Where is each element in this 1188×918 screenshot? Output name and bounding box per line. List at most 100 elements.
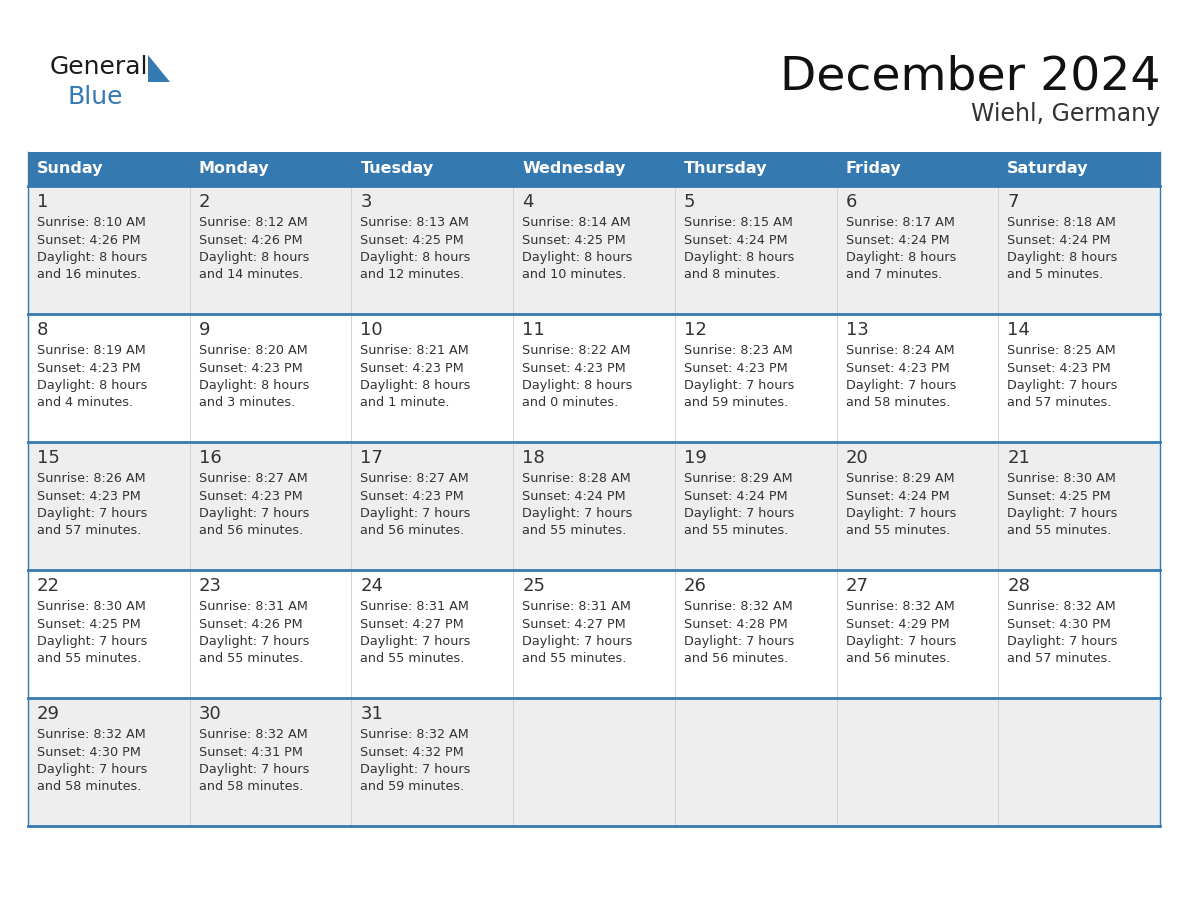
Bar: [352, 152, 513, 186]
Text: 10: 10: [360, 321, 383, 339]
Text: and 16 minutes.: and 16 minutes.: [37, 268, 141, 282]
Text: Daylight: 7 hours: Daylight: 7 hours: [1007, 635, 1118, 648]
Text: 23: 23: [198, 577, 222, 595]
Text: Sunset: 4:27 PM: Sunset: 4:27 PM: [523, 618, 626, 631]
Bar: [190, 152, 352, 186]
Text: Sunset: 4:23 PM: Sunset: 4:23 PM: [846, 362, 949, 375]
Text: Daylight: 7 hours: Daylight: 7 hours: [37, 763, 147, 776]
Text: and 55 minutes.: and 55 minutes.: [684, 524, 788, 538]
Text: 6: 6: [846, 193, 857, 211]
Text: 18: 18: [523, 449, 545, 467]
Text: Daylight: 7 hours: Daylight: 7 hours: [37, 635, 147, 648]
Text: Sunrise: 8:20 AM: Sunrise: 8:20 AM: [198, 344, 308, 357]
Text: Sunrise: 8:18 AM: Sunrise: 8:18 AM: [1007, 216, 1117, 229]
Text: Sunset: 4:32 PM: Sunset: 4:32 PM: [360, 745, 465, 758]
Text: Sunrise: 8:24 AM: Sunrise: 8:24 AM: [846, 344, 954, 357]
Text: Daylight: 7 hours: Daylight: 7 hours: [523, 635, 632, 648]
Text: and 1 minute.: and 1 minute.: [360, 397, 450, 409]
Text: Daylight: 8 hours: Daylight: 8 hours: [684, 251, 795, 264]
Text: Sunrise: 8:31 AM: Sunrise: 8:31 AM: [360, 600, 469, 613]
Text: 8: 8: [37, 321, 49, 339]
Text: Daylight: 8 hours: Daylight: 8 hours: [846, 251, 956, 264]
Text: Sunset: 4:25 PM: Sunset: 4:25 PM: [1007, 489, 1111, 502]
Text: Sunset: 4:27 PM: Sunset: 4:27 PM: [360, 618, 465, 631]
Text: Tuesday: Tuesday: [360, 162, 434, 176]
Text: December 2024: December 2024: [779, 55, 1159, 100]
Text: Sunrise: 8:32 AM: Sunrise: 8:32 AM: [846, 600, 954, 613]
Text: Friday: Friday: [846, 162, 902, 176]
Text: Sunrise: 8:32 AM: Sunrise: 8:32 AM: [1007, 600, 1116, 613]
Text: Daylight: 8 hours: Daylight: 8 hours: [360, 251, 470, 264]
Text: and 12 minutes.: and 12 minutes.: [360, 268, 465, 282]
Text: 22: 22: [37, 577, 61, 595]
Text: Sunset: 4:30 PM: Sunset: 4:30 PM: [37, 745, 141, 758]
Text: Sunset: 4:23 PM: Sunset: 4:23 PM: [1007, 362, 1111, 375]
Text: 1: 1: [37, 193, 49, 211]
Text: 17: 17: [360, 449, 384, 467]
Text: Sunrise: 8:30 AM: Sunrise: 8:30 AM: [1007, 472, 1117, 485]
Text: Sunset: 4:25 PM: Sunset: 4:25 PM: [360, 233, 465, 247]
Text: and 14 minutes.: and 14 minutes.: [198, 268, 303, 282]
Text: and 0 minutes.: and 0 minutes.: [523, 397, 619, 409]
Text: Blue: Blue: [68, 85, 124, 109]
Text: Sunrise: 8:15 AM: Sunrise: 8:15 AM: [684, 216, 792, 229]
Text: and 56 minutes.: and 56 minutes.: [198, 524, 303, 538]
Text: Sunset: 4:24 PM: Sunset: 4:24 PM: [846, 233, 949, 247]
Text: Daylight: 7 hours: Daylight: 7 hours: [37, 507, 147, 520]
Text: Sunrise: 8:17 AM: Sunrise: 8:17 AM: [846, 216, 954, 229]
Text: General: General: [50, 55, 148, 79]
Text: and 55 minutes.: and 55 minutes.: [846, 524, 950, 538]
Text: and 4 minutes.: and 4 minutes.: [37, 397, 133, 409]
Text: Sunset: 4:23 PM: Sunset: 4:23 PM: [360, 362, 465, 375]
Text: Sunrise: 8:32 AM: Sunrise: 8:32 AM: [360, 728, 469, 741]
Text: Daylight: 8 hours: Daylight: 8 hours: [37, 251, 147, 264]
Text: and 56 minutes.: and 56 minutes.: [360, 524, 465, 538]
Text: 26: 26: [684, 577, 707, 595]
Text: and 3 minutes.: and 3 minutes.: [198, 397, 295, 409]
Text: Sunset: 4:26 PM: Sunset: 4:26 PM: [198, 233, 302, 247]
Bar: [29, 442, 1159, 570]
Text: Sunset: 4:23 PM: Sunset: 4:23 PM: [523, 362, 626, 375]
Text: Sunrise: 8:32 AM: Sunrise: 8:32 AM: [684, 600, 792, 613]
Text: Sunset: 4:25 PM: Sunset: 4:25 PM: [523, 233, 626, 247]
Text: Sunset: 4:23 PM: Sunset: 4:23 PM: [37, 489, 140, 502]
Text: Sunrise: 8:10 AM: Sunrise: 8:10 AM: [37, 216, 146, 229]
Text: 2: 2: [198, 193, 210, 211]
Text: Sunrise: 8:27 AM: Sunrise: 8:27 AM: [198, 472, 308, 485]
Text: Sunset: 4:29 PM: Sunset: 4:29 PM: [846, 618, 949, 631]
Text: Sunset: 4:25 PM: Sunset: 4:25 PM: [37, 618, 140, 631]
Text: 24: 24: [360, 577, 384, 595]
Text: 25: 25: [523, 577, 545, 595]
Text: and 58 minutes.: and 58 minutes.: [37, 780, 141, 793]
Text: Daylight: 8 hours: Daylight: 8 hours: [1007, 251, 1118, 264]
Text: and 59 minutes.: and 59 minutes.: [360, 780, 465, 793]
Text: 29: 29: [37, 705, 61, 723]
Text: and 59 minutes.: and 59 minutes.: [684, 397, 788, 409]
Text: 7: 7: [1007, 193, 1019, 211]
Text: 20: 20: [846, 449, 868, 467]
Text: Daylight: 7 hours: Daylight: 7 hours: [198, 763, 309, 776]
Bar: [29, 314, 1159, 442]
Text: Sunrise: 8:30 AM: Sunrise: 8:30 AM: [37, 600, 146, 613]
Text: Daylight: 7 hours: Daylight: 7 hours: [1007, 507, 1118, 520]
Text: and 58 minutes.: and 58 minutes.: [198, 780, 303, 793]
Text: and 55 minutes.: and 55 minutes.: [523, 524, 626, 538]
Text: 9: 9: [198, 321, 210, 339]
Text: Daylight: 7 hours: Daylight: 7 hours: [198, 635, 309, 648]
Bar: [29, 698, 1159, 826]
Text: and 56 minutes.: and 56 minutes.: [846, 653, 950, 666]
Text: Daylight: 8 hours: Daylight: 8 hours: [198, 379, 309, 392]
Text: Daylight: 8 hours: Daylight: 8 hours: [37, 379, 147, 392]
Text: 27: 27: [846, 577, 868, 595]
Bar: [675, 152, 836, 186]
Text: Sunset: 4:31 PM: Sunset: 4:31 PM: [198, 745, 303, 758]
Text: Sunrise: 8:31 AM: Sunrise: 8:31 AM: [523, 600, 631, 613]
Text: Sunset: 4:30 PM: Sunset: 4:30 PM: [1007, 618, 1111, 631]
Text: Daylight: 7 hours: Daylight: 7 hours: [846, 379, 956, 392]
Text: Sunset: 4:28 PM: Sunset: 4:28 PM: [684, 618, 788, 631]
Text: Sunrise: 8:13 AM: Sunrise: 8:13 AM: [360, 216, 469, 229]
Text: Sunset: 4:23 PM: Sunset: 4:23 PM: [360, 489, 465, 502]
Text: Daylight: 7 hours: Daylight: 7 hours: [684, 635, 795, 648]
Text: Sunrise: 8:29 AM: Sunrise: 8:29 AM: [684, 472, 792, 485]
Bar: [29, 186, 1159, 314]
